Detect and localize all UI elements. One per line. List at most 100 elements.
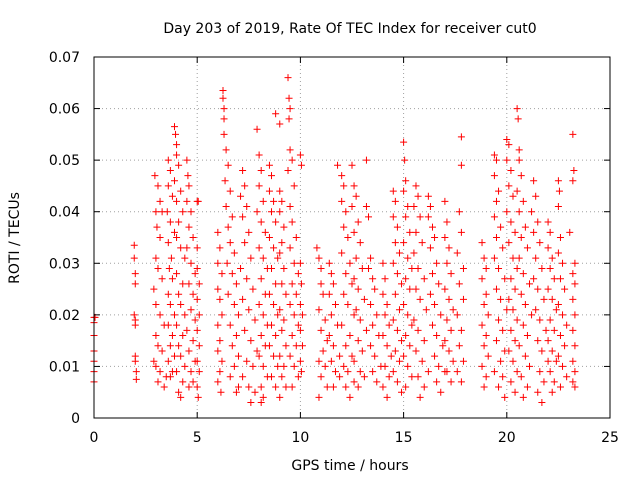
data-point (265, 161, 273, 169)
data-point (219, 94, 227, 102)
data-point (379, 383, 387, 391)
data-point (257, 331, 265, 339)
data-point (245, 306, 253, 314)
data-point (453, 368, 461, 376)
data-point (323, 337, 331, 345)
data-point (329, 383, 337, 391)
data-point (515, 254, 523, 262)
data-point (265, 342, 273, 350)
data-point (393, 378, 401, 386)
data-point (517, 290, 525, 298)
data-point (457, 378, 465, 386)
data-point (412, 182, 420, 190)
data-point (156, 197, 164, 205)
data-point (439, 342, 447, 350)
data-point (297, 280, 305, 288)
data-point (245, 383, 253, 391)
data-point (131, 270, 139, 278)
data-point (329, 342, 337, 350)
data-point (331, 301, 339, 309)
data-point (214, 259, 222, 267)
data-point (457, 161, 465, 169)
data-point (334, 161, 342, 169)
chart-title: Day 203 of 2019, Rate Of TEC Index for r… (163, 21, 536, 37)
data-point (185, 347, 193, 355)
data-point (431, 234, 439, 241)
data-point (435, 280, 443, 288)
data-point (484, 311, 492, 319)
data-point (183, 244, 191, 252)
data-point (184, 172, 192, 180)
data-point (315, 306, 323, 314)
y-tick-label: 0 (71, 411, 80, 427)
data-point (253, 347, 261, 355)
data-point (170, 311, 178, 319)
data-point (243, 357, 251, 365)
data-point (255, 151, 263, 159)
data-point (257, 399, 265, 407)
data-point (480, 254, 488, 262)
data-point (480, 301, 488, 309)
data-point (362, 203, 370, 211)
data-point (292, 290, 300, 298)
data-point (255, 182, 263, 190)
data-point (544, 218, 552, 226)
data-point (490, 213, 498, 221)
data-point (276, 249, 284, 257)
data-point (346, 259, 354, 267)
data-point (282, 342, 290, 350)
data-point (167, 254, 175, 262)
data-point (556, 383, 564, 391)
data-point (381, 275, 389, 283)
data-point (350, 378, 358, 386)
data-point (239, 166, 247, 174)
data-point (230, 301, 238, 309)
data-point (288, 280, 296, 288)
data-point (194, 197, 202, 205)
data-point (499, 326, 507, 334)
data-point (365, 213, 373, 221)
data-point (282, 290, 290, 298)
data-point (217, 388, 225, 396)
data-point (503, 208, 511, 216)
data-point (412, 228, 420, 236)
data-point (278, 280, 286, 288)
data-point (131, 280, 139, 288)
data-point (385, 321, 393, 329)
data-point (280, 316, 288, 324)
data-point (321, 316, 329, 324)
data-point (554, 177, 562, 185)
data-point (492, 337, 500, 345)
y-tick-label: 0.03 (49, 256, 80, 272)
data-point (222, 203, 230, 211)
data-point (280, 223, 288, 231)
data-point (571, 383, 579, 391)
data-point (220, 105, 228, 113)
data-point (131, 316, 139, 324)
data-point (395, 249, 403, 257)
data-point (166, 373, 174, 381)
data-point (449, 357, 457, 365)
data-point (152, 331, 160, 339)
data-point (408, 321, 416, 329)
data-point (420, 337, 428, 345)
data-point (177, 301, 185, 309)
data-point (400, 187, 408, 195)
data-point (272, 383, 280, 391)
data-point (445, 244, 453, 252)
data-point (298, 342, 306, 350)
data-point (173, 197, 181, 205)
data-point (223, 259, 231, 267)
data-point (175, 290, 183, 298)
data-point (528, 311, 536, 319)
data-point (550, 326, 558, 334)
data-point (280, 362, 288, 370)
data-point (561, 342, 569, 350)
data-point (354, 285, 362, 293)
data-point (404, 254, 412, 262)
data-point (152, 301, 160, 309)
data-point (490, 368, 498, 376)
data-point (286, 146, 294, 154)
data-point (294, 373, 302, 381)
data-point (513, 316, 521, 324)
